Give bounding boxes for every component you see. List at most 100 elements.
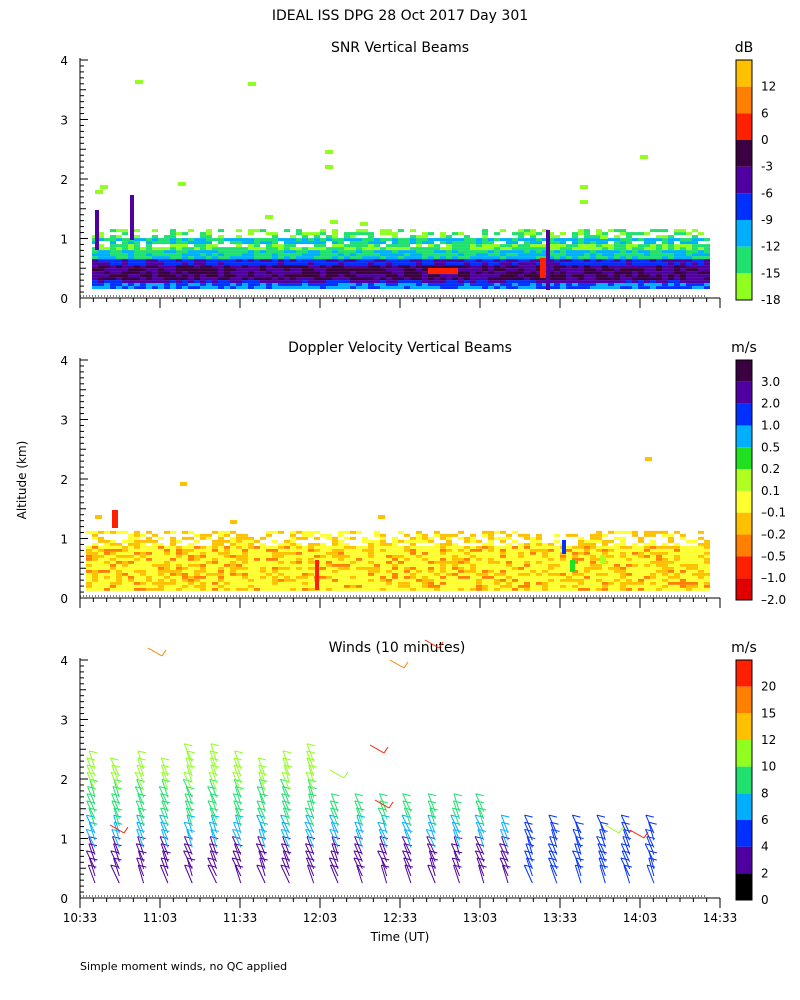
snr-cell xyxy=(548,283,554,287)
snr-cell xyxy=(122,277,128,281)
snr-cell xyxy=(182,268,188,272)
wind-barb xyxy=(209,836,217,855)
wind-barb xyxy=(598,850,606,870)
snr-cell xyxy=(674,247,680,251)
snr-cell xyxy=(608,262,614,266)
snr-cell xyxy=(104,253,110,257)
doppler-cell xyxy=(320,557,326,561)
doppler-cell xyxy=(98,536,104,540)
snr-cell xyxy=(176,277,182,281)
snr-cell xyxy=(374,274,380,278)
doppler-cell xyxy=(380,551,386,555)
doppler-cell xyxy=(428,548,434,552)
doppler-cell xyxy=(518,563,524,567)
snr-cell xyxy=(146,283,152,287)
doppler-cell xyxy=(374,581,380,585)
doppler-cell xyxy=(92,578,98,582)
snr-cell xyxy=(236,238,242,242)
snr-cell xyxy=(614,235,620,239)
snr-cell xyxy=(530,238,536,242)
snr-cell xyxy=(542,247,548,251)
snr-cell xyxy=(476,250,482,254)
doppler-cell xyxy=(602,572,608,576)
snr-cell xyxy=(686,265,692,269)
snr-cell xyxy=(206,229,212,233)
wind-barb xyxy=(281,793,290,812)
doppler-cell xyxy=(614,530,620,534)
snr-cell xyxy=(530,283,536,287)
snr-cell xyxy=(338,256,344,260)
wind-barb xyxy=(159,814,169,834)
snr-cell xyxy=(422,286,428,290)
wind-barb xyxy=(85,814,96,834)
snr-cell xyxy=(266,253,272,257)
snr-cell xyxy=(176,238,182,242)
snr-cell xyxy=(302,247,308,251)
snr-cell xyxy=(158,250,164,254)
doppler-cell xyxy=(110,584,116,588)
snr-cell xyxy=(158,244,164,248)
doppler-cell xyxy=(176,557,182,561)
wind-barb-flag xyxy=(598,850,607,854)
doppler-cell xyxy=(596,581,602,585)
wind-barb xyxy=(209,757,217,777)
snr-cell xyxy=(590,247,596,251)
doppler-cell xyxy=(656,581,662,585)
snr-cell xyxy=(584,268,590,272)
snr-cell xyxy=(242,283,248,287)
wind-barb xyxy=(87,864,96,884)
doppler-cell xyxy=(368,560,374,564)
snr-cell xyxy=(254,283,260,287)
snr-cell xyxy=(98,232,104,236)
doppler-cell xyxy=(158,569,164,573)
wind-barb xyxy=(374,799,390,809)
snr-cell xyxy=(536,241,542,245)
snr-cell xyxy=(170,256,176,260)
wind-barb xyxy=(159,836,169,855)
doppler-cell xyxy=(644,545,650,549)
doppler-cell xyxy=(284,569,290,573)
snr-cell xyxy=(680,262,686,266)
snr-cell xyxy=(206,280,212,284)
wind-barb-flag xyxy=(89,750,98,754)
doppler-cell xyxy=(704,566,710,570)
snr-cell xyxy=(500,274,506,278)
snr-cell xyxy=(536,256,542,260)
doppler-cell xyxy=(674,569,680,573)
doppler-cell xyxy=(104,575,110,579)
snr-cell xyxy=(674,259,680,263)
snr-cell xyxy=(488,286,494,290)
snr-cell xyxy=(602,274,608,278)
wind-barb xyxy=(354,843,363,862)
doppler-cell xyxy=(620,557,626,561)
doppler-cell xyxy=(350,551,356,555)
winds-panel-title: Winds (10 minutes) xyxy=(329,640,466,656)
wind-barb-flag xyxy=(210,764,219,768)
snr-cell xyxy=(560,283,566,287)
doppler-cell xyxy=(578,563,584,567)
doppler-cell xyxy=(560,560,566,564)
doppler-cell xyxy=(476,548,482,552)
doppler-cell xyxy=(374,530,380,534)
snr-cell xyxy=(110,238,116,242)
snr-cell xyxy=(650,250,656,254)
snr-cell xyxy=(356,229,362,233)
snr-cell xyxy=(314,241,320,245)
snr-cell xyxy=(494,232,500,236)
doppler-cell xyxy=(170,572,176,576)
snr-cell xyxy=(482,238,488,242)
doppler-cell xyxy=(404,575,410,579)
doppler-cell xyxy=(650,533,656,537)
snr-cell xyxy=(638,277,644,281)
doppler-cell xyxy=(140,566,146,570)
snr-cell xyxy=(662,253,668,257)
snr-cell xyxy=(572,280,578,284)
doppler-cell xyxy=(86,539,92,543)
snr-cell xyxy=(632,259,638,263)
doppler-cell xyxy=(578,539,584,543)
snr-cell xyxy=(278,253,284,257)
snr-cell xyxy=(488,259,494,263)
snr-cell xyxy=(458,271,464,275)
snr-cell xyxy=(518,265,524,269)
snr-cell xyxy=(566,253,572,257)
